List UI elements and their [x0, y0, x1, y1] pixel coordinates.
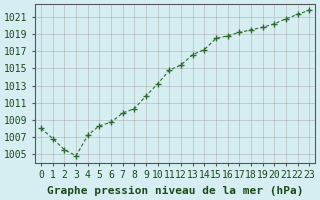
X-axis label: Graphe pression niveau de la mer (hPa): Graphe pression niveau de la mer (hPa) [47, 186, 303, 196]
